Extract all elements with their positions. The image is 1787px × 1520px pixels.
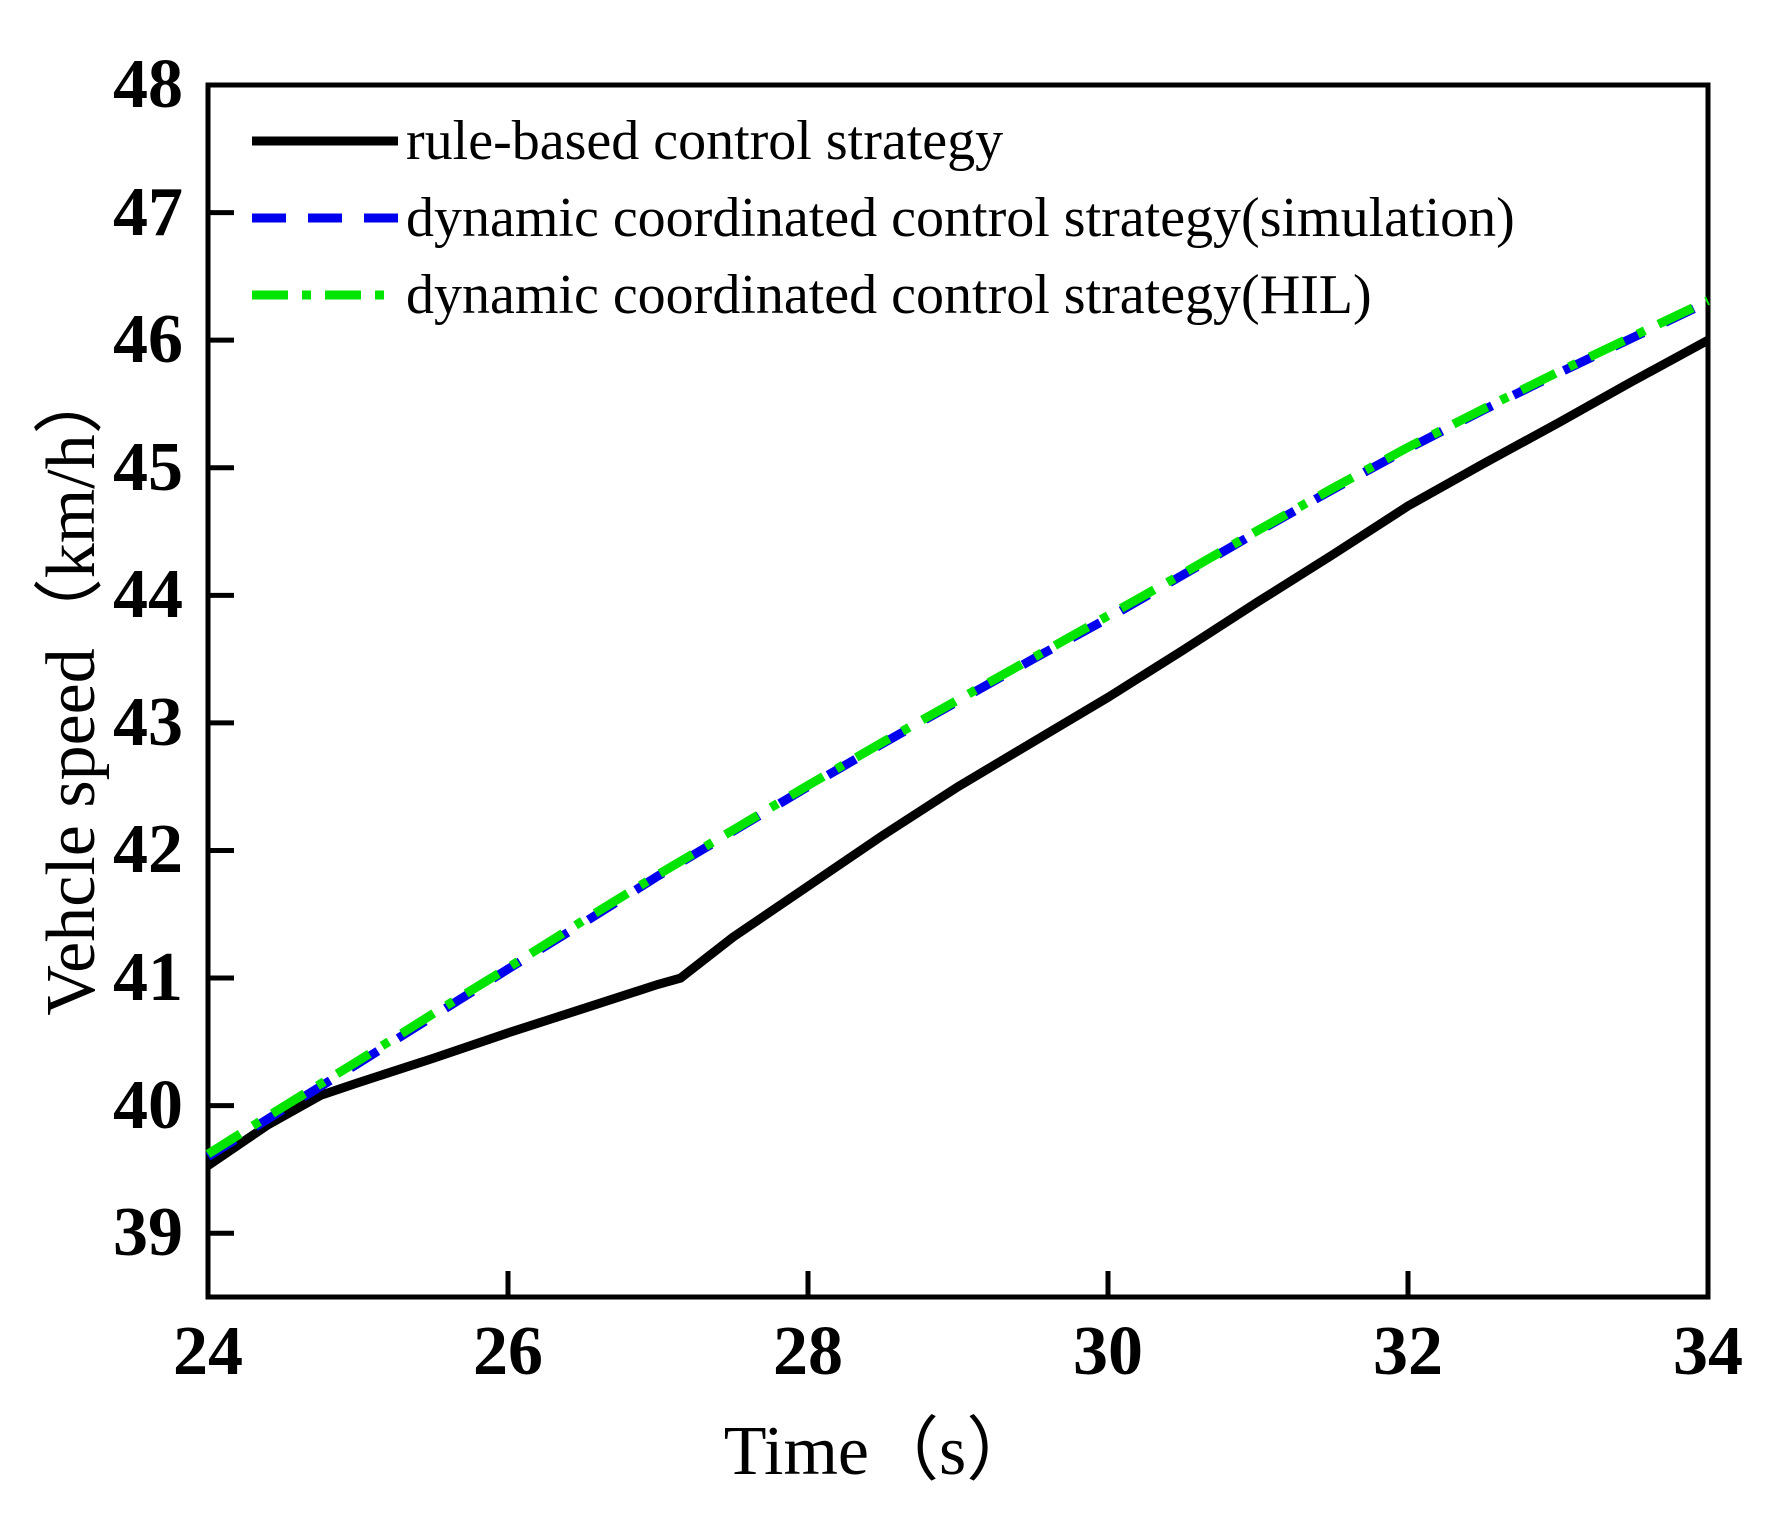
plot-border [205,82,1711,1300]
x-tick-label: 24 [173,1313,243,1390]
y-tick-label: 43 [113,683,183,761]
legend: rule-based control strategy dynamic coor… [250,102,1515,333]
series-line-1 [205,297,1710,1161]
y-tick-label: 40 [113,1066,183,1144]
legend-label: rule-based control strategy [406,109,1004,172]
y-tick-label: 46 [113,301,183,379]
legend-line-solid [252,136,398,145]
x-tick-label: 30 [1073,1313,1143,1390]
legend-label: dynamic coordinated control strategy(HIL… [406,263,1372,326]
y-axis-title: Vehcle speed（km/h） [33,364,110,1016]
y-tick-label: 44 [113,556,183,634]
legend-label: dynamic coordinated control strategy(sim… [406,186,1515,249]
legend-line-dashed [252,213,398,222]
y-tick-label: 41 [113,939,183,1017]
legend-item: dynamic coordinated control strategy(HIL… [250,256,1515,333]
x-axis-title: Time（s） [723,1413,1037,1490]
legend-item: dynamic coordinated control strategy(sim… [250,179,1515,256]
y-tick-label: 48 [113,46,183,123]
series-line-0 [205,336,1711,1170]
legend-item: rule-based control strategy [250,102,1515,179]
x-tick-label: 28 [773,1313,843,1390]
x-tick-label: 26 [473,1313,543,1390]
x-tick-label: 34 [1673,1313,1743,1390]
legend-line-dashdot [252,290,398,299]
y-tick-label: 42 [113,811,183,889]
x-tick-label: 32 [1373,1313,1443,1390]
y-tick-label: 47 [113,173,183,251]
series-line-2 [205,296,1710,1158]
y-tick-label: 45 [113,428,183,506]
y-tick-label: 39 [113,1194,183,1272]
